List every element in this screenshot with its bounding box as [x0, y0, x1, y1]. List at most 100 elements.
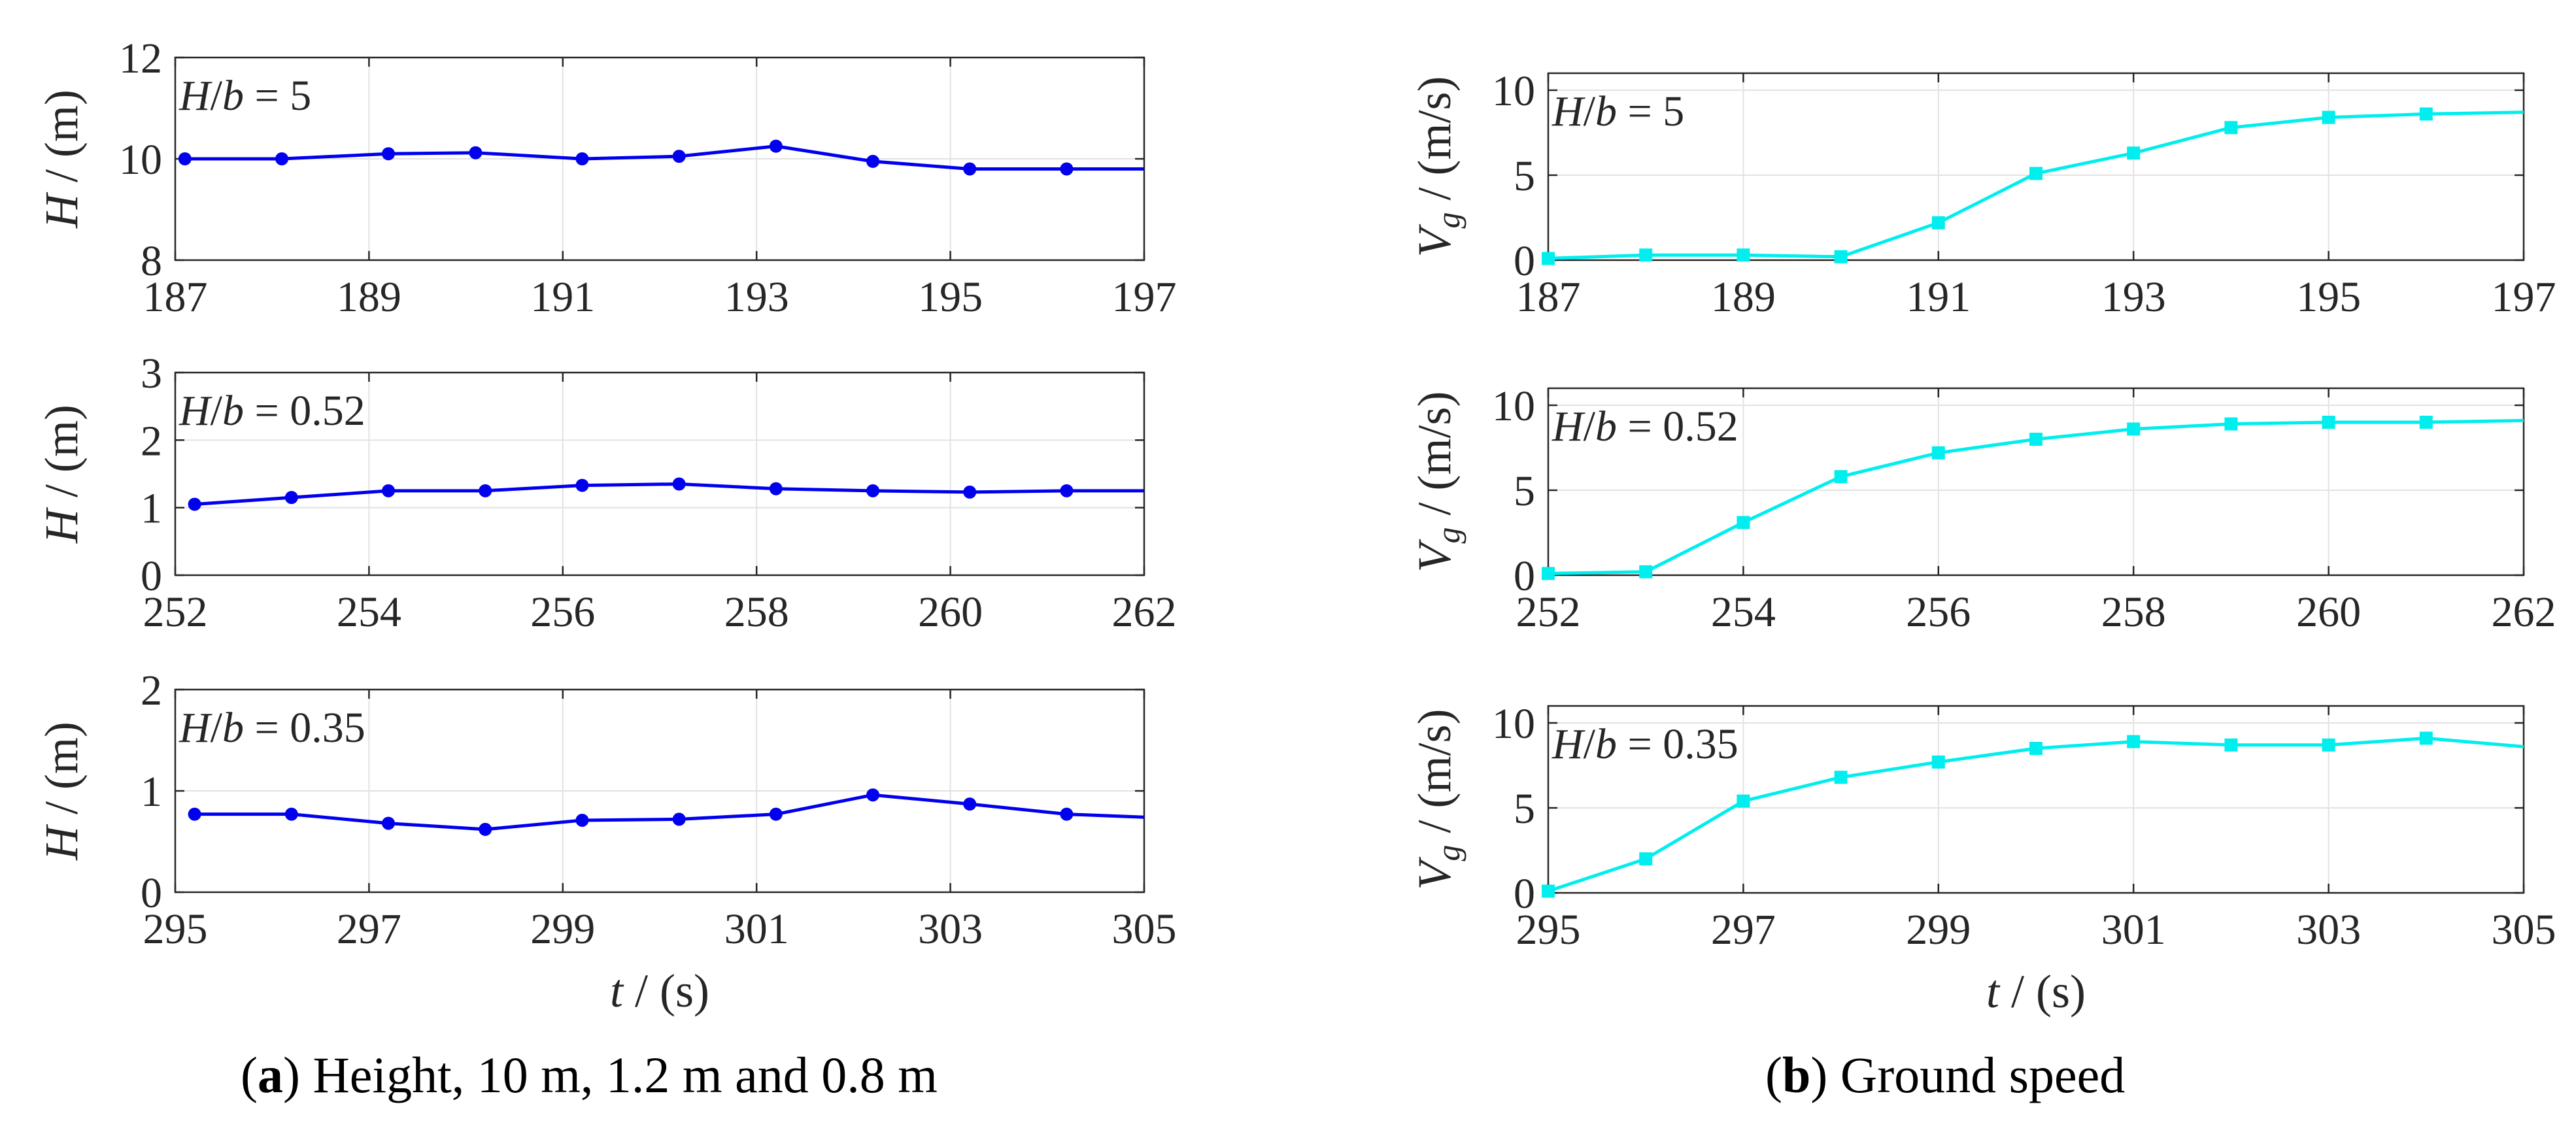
- annotation-slash: /: [211, 387, 223, 435]
- x-tick-label: 295: [143, 905, 208, 953]
- x-tick-label: 252: [143, 588, 208, 636]
- y-axis-label-subscript: g: [1430, 212, 1466, 229]
- panel-annotation: H/b = 0.35: [1551, 720, 1738, 768]
- x-tick-label: 299: [1906, 906, 1971, 954]
- data-point: [672, 150, 686, 163]
- annotation-b: b: [222, 72, 244, 120]
- y-tick-label: 0: [1514, 237, 1535, 285]
- y-axis-label: H / (m): [35, 405, 88, 544]
- x-tick-label: 195: [2296, 273, 2361, 321]
- x-tick-label: 258: [724, 588, 789, 636]
- data-point: [963, 162, 977, 176]
- x-tick-label: 262: [1112, 588, 1177, 636]
- x-tick-label: 260: [918, 588, 983, 636]
- x-tick-label: 256: [530, 588, 595, 636]
- x-axis-label: t / (s): [1986, 965, 2086, 1018]
- data-point: [963, 485, 977, 499]
- y-axis-label: Vg / (m/s): [1408, 392, 1466, 573]
- x-tick-label: 305: [1112, 905, 1177, 953]
- data-point: [1737, 516, 1750, 529]
- axes-box: [1547, 705, 2525, 894]
- annotation-b: b: [222, 387, 244, 435]
- data-point: [2322, 416, 2335, 429]
- y-tick-label: 10: [1492, 700, 1535, 748]
- data-point: [2419, 731, 2433, 745]
- data-point: [1060, 162, 1074, 176]
- data-point: [2322, 738, 2335, 752]
- series-line: [1548, 110, 2524, 260]
- annotation-value: = 0.52: [244, 387, 365, 435]
- data-point: [575, 478, 589, 492]
- x-tick-label: 187: [143, 273, 208, 321]
- data-point: [672, 477, 686, 491]
- data-point: [575, 152, 589, 165]
- y-axis-label-symbol: H: [35, 824, 88, 861]
- y-axis-label-subscript: g: [1430, 845, 1466, 861]
- y-tick-label: 2: [141, 417, 162, 465]
- panel-annotation: H/b = 5: [178, 72, 311, 120]
- series-line: [194, 793, 1145, 831]
- y-axis-label-symbol: H: [35, 507, 88, 544]
- y-axis-label-symbol: H: [35, 192, 88, 229]
- x-tick-label: 297: [1711, 906, 1776, 954]
- data-point: [1639, 565, 1653, 578]
- x-tick-label: 197: [1112, 273, 1177, 321]
- y-axis-label-units: / (m/s): [1408, 709, 1461, 845]
- x-tick-label: 189: [1711, 273, 1776, 321]
- y-axis-label-units: / (m/s): [1408, 392, 1461, 527]
- data-point: [1737, 794, 1750, 808]
- x-tick-label: 191: [1906, 273, 1971, 321]
- data-point: [1737, 248, 1750, 262]
- chart-panel-b2: 252 254 256 258 260 262 0 5 10 Vg / (m/s) H/b = 0.…: [1408, 382, 2556, 636]
- data-point: [866, 484, 880, 497]
- data-point: [469, 146, 483, 159]
- x-tick-label: 197: [2492, 273, 2556, 321]
- data-point: [1834, 771, 1848, 784]
- x-tick-label: 262: [2492, 588, 2556, 636]
- annotation-b: b: [1595, 720, 1617, 768]
- annotation-h: H: [1551, 88, 1585, 135]
- y-tick-label: 10: [119, 136, 162, 184]
- data-point: [284, 807, 298, 821]
- x-tick-label: 193: [2101, 273, 2166, 321]
- x-tick-label: 195: [918, 273, 983, 321]
- caption-a: (a) Height, 10 m, 1.2 m and 0.8 m: [241, 1046, 938, 1103]
- x-axis-label-symbol: t: [610, 965, 624, 1017]
- y-tick-label: 2: [141, 667, 162, 714]
- data-point: [188, 807, 201, 821]
- data-point: [2029, 433, 2042, 446]
- caption-a-text: Height, 10 m, 1.2 m and 0.8 m: [299, 1046, 938, 1103]
- annotation-h: H: [1551, 403, 1585, 450]
- data-point: [866, 788, 880, 802]
- data-point: [2419, 416, 2433, 429]
- panel-annotation: H/b = 0.35: [178, 704, 365, 752]
- annotation-b: b: [222, 704, 244, 752]
- data-point: [1639, 248, 1653, 262]
- y-tick-label: 0: [1514, 870, 1535, 918]
- y-axis-label: H / (m): [35, 90, 88, 229]
- data-point: [1542, 252, 1555, 265]
- x-tick-label: 295: [1516, 906, 1581, 954]
- chart-panel-b1: 187 189 191 193 195 197 0 5 10 Vg / (m/s) H/b = 5: [1408, 67, 2556, 321]
- panel-annotation: H/b = 0.52: [1551, 403, 1738, 450]
- panel-annotation: H/b = 0.52: [178, 387, 365, 435]
- x-tick-label: 301: [724, 905, 789, 953]
- x-tick-label: 303: [918, 905, 983, 953]
- data-point: [382, 484, 396, 497]
- data-point: [575, 813, 589, 827]
- data-point: [284, 491, 298, 505]
- data-point: [1931, 446, 1945, 459]
- data-point: [2029, 167, 2042, 180]
- x-tick-label: 299: [530, 905, 595, 953]
- data-point: [866, 154, 880, 168]
- y-tick-label: 0: [1514, 552, 1535, 600]
- annotation-value: = 5: [1617, 88, 1684, 135]
- y-tick-label: 1: [141, 768, 162, 816]
- data-point: [2419, 107, 2433, 121]
- annotation-b: b: [1595, 403, 1617, 450]
- y-tick-label: 5: [1514, 152, 1535, 200]
- annotation-h: H: [178, 387, 212, 435]
- x-tick-label: 260: [2296, 588, 2361, 636]
- data-point: [1542, 567, 1555, 580]
